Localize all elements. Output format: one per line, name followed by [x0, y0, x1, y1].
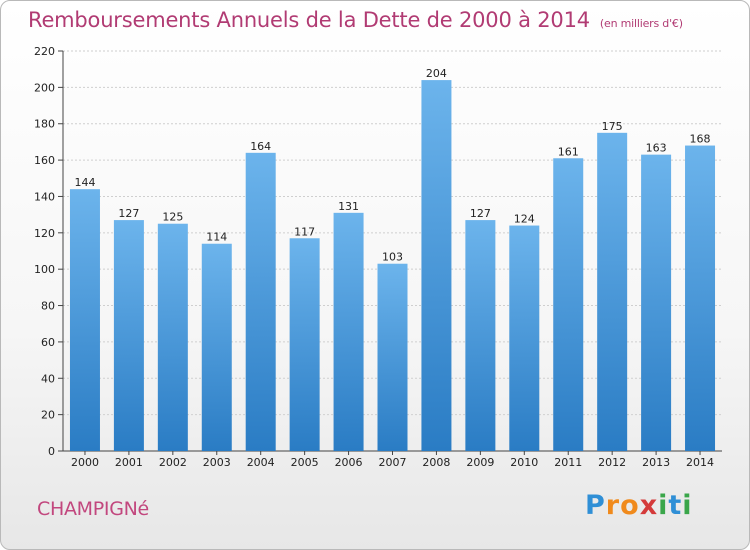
- bar-value-label: 168: [690, 133, 711, 146]
- bar-value-label: 125: [162, 211, 183, 224]
- y-tick-label: 60: [41, 336, 55, 349]
- logo-letter: x: [639, 490, 659, 521]
- y-tick-label: 20: [41, 409, 55, 422]
- bar-2001[interactable]: [113, 220, 144, 451]
- bar-value-label: 124: [514, 213, 535, 226]
- bar-value-label: 204: [426, 67, 447, 80]
- bar-2012[interactable]: [597, 132, 628, 451]
- bar-2002[interactable]: [157, 223, 188, 451]
- x-tick-label: 2000: [71, 456, 99, 469]
- chart-title-text: Remboursements Annuels de la Dette de 20…: [28, 8, 590, 32]
- y-tick-label: 40: [41, 372, 55, 385]
- x-tick-label: 2003: [203, 456, 231, 469]
- y-tick-label: 180: [34, 118, 55, 131]
- bar-2009[interactable]: [465, 220, 496, 451]
- x-tick-label: 2007: [379, 456, 407, 469]
- bar-value-label: 127: [470, 207, 491, 220]
- bar-2005[interactable]: [289, 238, 320, 451]
- bar-value-label: 161: [558, 145, 579, 158]
- x-tick-label: 2008: [422, 456, 450, 469]
- bar-2008[interactable]: [421, 80, 452, 451]
- logo-letter: o: [620, 490, 640, 521]
- y-tick-label: 120: [34, 227, 55, 240]
- bar-value-label: 117: [294, 225, 315, 238]
- chart-title: Remboursements Annuels de la Dette de 20…: [28, 8, 683, 32]
- x-tick-label: 2014: [686, 456, 714, 469]
- x-tick-label: 2006: [335, 456, 363, 469]
- bar-value-label: 144: [74, 176, 95, 189]
- bar-value-label: 114: [206, 231, 227, 244]
- logo-letter: i: [682, 490, 693, 521]
- bar-2000[interactable]: [69, 189, 100, 451]
- x-tick-label: 2001: [115, 456, 143, 469]
- bar-2014[interactable]: [685, 145, 716, 451]
- x-tick-label: 2012: [598, 456, 626, 469]
- bar-2004[interactable]: [245, 152, 276, 451]
- bar-2010[interactable]: [509, 225, 540, 451]
- bar-value-label: 164: [250, 140, 271, 153]
- bar-2006[interactable]: [333, 212, 364, 451]
- x-tick-label: 2013: [642, 456, 670, 469]
- bar-value-label: 131: [338, 200, 359, 213]
- bar-value-label: 175: [602, 120, 623, 133]
- x-tick-label: 2005: [291, 456, 319, 469]
- bar-2003[interactable]: [201, 243, 232, 451]
- bar-value-label: 103: [382, 251, 403, 264]
- y-tick-label: 200: [34, 81, 55, 94]
- bar-2007[interactable]: [377, 263, 408, 451]
- bar-2013[interactable]: [641, 154, 672, 452]
- x-tick-label: 2010: [510, 456, 538, 469]
- y-tick-label: 80: [41, 300, 55, 313]
- y-tick-label: 160: [34, 154, 55, 167]
- proxiti-logo[interactable]: Proxiti: [585, 490, 693, 521]
- chart-unit: (en milliers d'€): [599, 17, 683, 30]
- y-tick-label: 100: [34, 263, 55, 276]
- logo-letter: P: [585, 490, 606, 521]
- city-name: CHAMPIGNé: [37, 498, 149, 520]
- bar-2011[interactable]: [553, 158, 584, 452]
- x-tick-label: 2004: [247, 456, 275, 469]
- y-tick-label: 140: [34, 190, 55, 203]
- x-tick-label: 2002: [159, 456, 187, 469]
- bar-value-label: 127: [118, 207, 139, 220]
- y-tick-label: 220: [34, 45, 55, 58]
- logo-letter: r: [605, 490, 621, 521]
- bar-value-label: 163: [646, 142, 667, 155]
- x-tick-label: 2011: [554, 456, 582, 469]
- x-tick-label: 2009: [466, 456, 494, 469]
- logo-letter: t: [668, 490, 683, 521]
- logo-letter: i: [658, 490, 669, 521]
- y-tick-label: 0: [48, 445, 55, 458]
